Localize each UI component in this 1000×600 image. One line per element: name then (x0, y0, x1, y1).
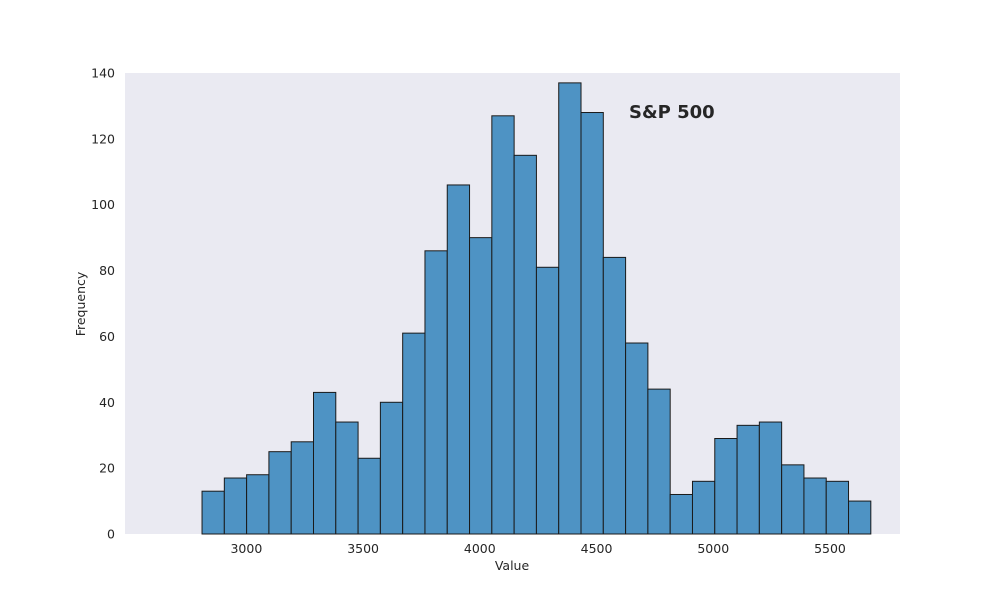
y-tick-label: 20 (99, 461, 115, 476)
histogram-bar (558, 82, 582, 535)
histogram-bar (424, 250, 448, 535)
histogram-bar (513, 154, 537, 535)
histogram-bar (535, 266, 560, 535)
y-tick-label: 60 (99, 329, 115, 344)
histogram-bar (268, 451, 292, 535)
histogram-bar (602, 256, 627, 535)
x-tick-label: 3000 (230, 541, 262, 556)
y-tick-label: 140 (91, 66, 115, 81)
histogram-bar (469, 237, 493, 535)
histogram-bar (714, 438, 738, 535)
y-tick-label: 0 (107, 527, 115, 542)
histogram-bar (803, 477, 827, 535)
histogram-bar (758, 421, 783, 535)
histogram-bar (736, 424, 760, 535)
y-tick-label: 120 (91, 131, 115, 146)
bars-group (201, 82, 872, 535)
histogram-bar (246, 474, 270, 535)
histogram-bar (335, 421, 359, 535)
y-tick-label: 80 (99, 263, 115, 278)
y-tick-label: 100 (91, 197, 115, 212)
x-axis-label: Value (495, 558, 530, 573)
x-tick-label: 4500 (581, 541, 613, 556)
histogram-bar (379, 401, 404, 535)
y-tick-label: 40 (99, 395, 115, 410)
y-tick-labels: 0 20 40 60 80 100 120 140 (91, 66, 115, 542)
histogram-bar (781, 464, 805, 535)
histogram-bar (848, 500, 872, 535)
histogram-bar (647, 388, 671, 535)
x-tick-label: 4000 (464, 541, 496, 556)
histogram-bar (290, 441, 314, 535)
histogram-bar (446, 184, 471, 535)
x-tick-label: 5000 (697, 541, 729, 556)
histogram-bar (223, 477, 248, 535)
histogram-bar (691, 480, 716, 535)
histogram-bar (625, 342, 649, 535)
histogram-bar (312, 391, 337, 535)
histogram-bar (825, 480, 850, 535)
histogram-bar (402, 332, 426, 535)
histogram-bar (357, 457, 381, 535)
y-axis-label: Frequency (73, 271, 88, 336)
histogram-bar (580, 112, 604, 535)
chart-title: S&P 500 (629, 102, 715, 123)
x-tick-label: 3500 (347, 541, 379, 556)
histogram-bar (491, 115, 515, 535)
histogram-bar (201, 490, 225, 535)
histogram-bar (669, 493, 693, 535)
x-tick-label: 5500 (814, 541, 846, 556)
x-tick-labels: 3000 3500 4000 4500 5000 5500 (230, 541, 845, 556)
